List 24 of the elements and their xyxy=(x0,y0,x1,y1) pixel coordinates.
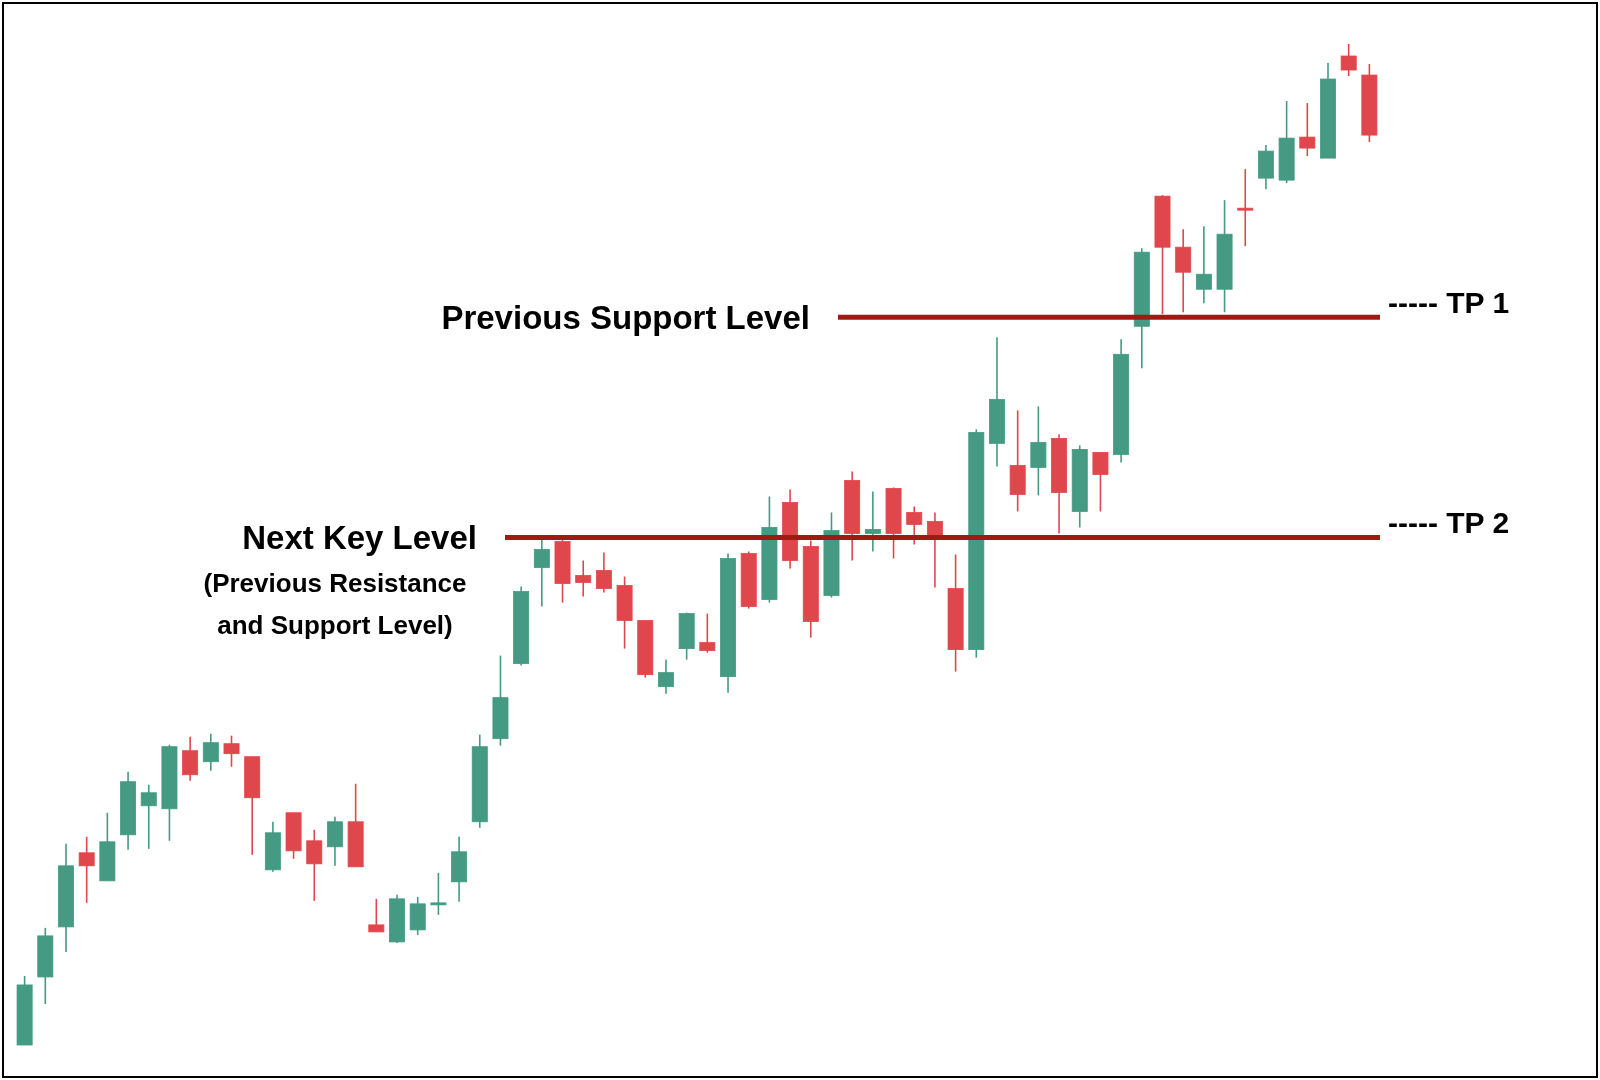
candlestick xyxy=(368,898,385,933)
candlestick xyxy=(864,490,881,553)
candlestick xyxy=(595,551,612,594)
text: ----- TP 1 xyxy=(1388,286,1510,320)
candlestick xyxy=(1195,225,1212,305)
candlestick xyxy=(658,658,674,695)
candlestick xyxy=(202,732,219,772)
ref-line-label: Next Key Level xyxy=(242,519,477,557)
candlestick xyxy=(140,783,157,850)
candlestick xyxy=(906,505,923,546)
candlestick xyxy=(533,538,550,608)
annotation: (Previous Resistance and Support Level) xyxy=(203,568,467,641)
candlestick xyxy=(1237,168,1254,247)
candlestick xyxy=(1092,451,1109,513)
text: ----- TP 2 xyxy=(1388,506,1510,540)
ref-line-label: Previous Support Level xyxy=(441,299,810,337)
candlestick xyxy=(699,612,716,654)
candlestick xyxy=(1299,102,1316,157)
candlestick xyxy=(306,828,323,902)
candlestick xyxy=(1340,43,1357,77)
candlestick xyxy=(223,734,240,768)
candlestick xyxy=(575,559,592,598)
candlestick xyxy=(430,872,447,916)
candlestick xyxy=(78,835,95,904)
